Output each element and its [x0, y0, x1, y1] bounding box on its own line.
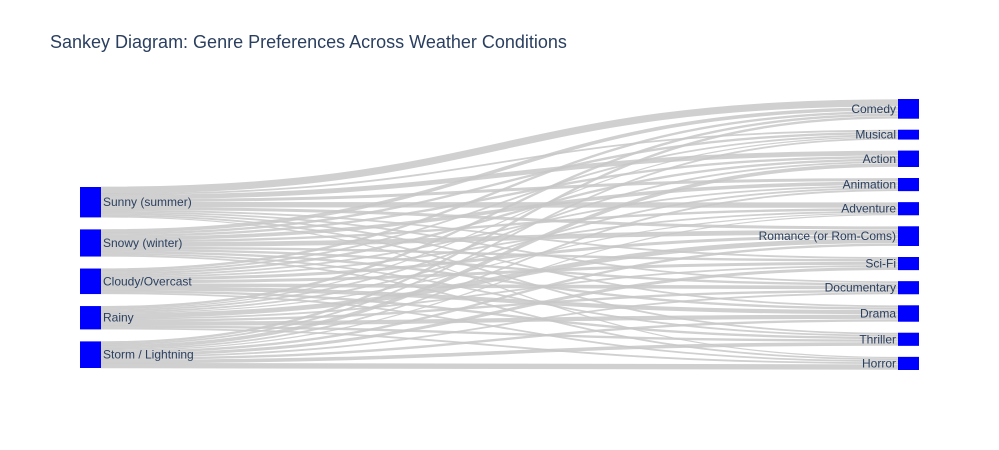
node-drama[interactable] — [898, 305, 919, 322]
node-animation[interactable] — [898, 178, 919, 192]
node-label-thriller: Thriller — [859, 332, 896, 346]
link-storm-lightning-to-action[interactable] — [100, 163, 899, 349]
node-label-horror: Horror — [862, 356, 896, 370]
link-cloudy-overcast-to-adventure[interactable] — [100, 210, 899, 278]
link-rainy-to-drama[interactable] — [100, 314, 899, 326]
node-thriller[interactable] — [898, 332, 919, 346]
link-storm-lightning-to-sci-fi[interactable] — [100, 267, 899, 357]
link-snowy-winter-to-romance-or-rom-coms[interactable] — [100, 229, 899, 247]
node-romance-or-rom-coms[interactable] — [898, 226, 919, 246]
node-action[interactable] — [898, 150, 919, 167]
node-label-snowy-winter: Snowy (winter) — [103, 236, 182, 250]
node-label-adventure: Adventure — [841, 202, 896, 216]
links-layer — [100, 99, 899, 370]
link-storm-lightning-to-drama[interactable] — [100, 319, 899, 360]
node-documentary[interactable] — [898, 281, 919, 295]
link-snowy-winter-to-musical[interactable] — [100, 131, 899, 235]
link-snowy-winter-to-thriller[interactable] — [100, 253, 899, 337]
link-rainy-to-animation[interactable] — [100, 187, 899, 313]
node-label-documentary: Documentary — [825, 281, 896, 295]
node-horror[interactable] — [898, 356, 919, 370]
link-snowy-winter-to-action[interactable] — [100, 155, 899, 238]
link-sunny-summer-to-documentary[interactable] — [100, 211, 899, 284]
node-label-musical: Musical — [855, 128, 896, 142]
link-storm-lightning-to-romance-or-rom-coms[interactable] — [100, 243, 899, 354]
node-comedy[interactable] — [898, 99, 919, 119]
labels-layer: Sunny (summer) Snowy (winter) Cloudy/Overc… — [103, 102, 896, 371]
nodes-layer — [80, 99, 919, 370]
link-sunny-summer-to-romance-or-rom-coms[interactable] — [100, 206, 899, 230]
node-label-sci-fi: Sci-Fi — [865, 257, 896, 271]
node-musical[interactable] — [898, 129, 919, 140]
link-cloudy-overcast-to-thriller[interactable] — [100, 290, 899, 340]
link-storm-lightning-to-musical[interactable] — [100, 137, 899, 346]
link-cloudy-overcast-to-documentary[interactable] — [100, 283, 899, 290]
link-storm-lightning-to-horror[interactable] — [100, 362, 899, 370]
node-label-romance-or-rom-coms: Romance (or Rom-Coms) — [759, 229, 896, 243]
link-storm-lightning-to-thriller[interactable] — [100, 342, 899, 364]
node-label-storm-lightning: Storm / Lightning — [103, 348, 194, 362]
node-label-comedy: Comedy — [851, 102, 896, 116]
link-snowy-winter-to-adventure[interactable] — [100, 208, 899, 243]
node-label-action: Action — [863, 152, 896, 166]
node-sunny-summer[interactable] — [80, 187, 101, 218]
link-cloudy-overcast-to-action[interactable] — [100, 158, 899, 275]
link-sunny-summer-to-sci-fi[interactable] — [100, 209, 899, 259]
link-storm-lightning-to-comedy[interactable] — [100, 116, 899, 344]
link-cloudy-overcast-to-comedy[interactable] — [100, 110, 899, 271]
node-storm-lightning[interactable] — [80, 341, 101, 368]
link-sunny-summer-to-drama[interactable] — [100, 212, 899, 308]
link-rainy-to-romance-or-rom-coms[interactable] — [100, 238, 899, 319]
link-storm-lightning-to-documentary[interactable] — [100, 292, 899, 358]
link-sunny-summer-to-comedy[interactable] — [100, 99, 899, 194]
link-rainy-to-thriller[interactable] — [100, 325, 899, 342]
node-sci-fi[interactable] — [898, 257, 919, 271]
link-sunny-summer-to-musical[interactable] — [100, 129, 899, 196]
link-cloudy-overcast-to-musical[interactable] — [100, 134, 899, 273]
chart-title: Sankey Diagram: Genre Preferences Across… — [50, 32, 567, 52]
node-adventure[interactable] — [898, 202, 919, 216]
link-sunny-summer-to-action[interactable] — [100, 150, 899, 200]
node-label-drama: Drama — [860, 307, 896, 321]
node-snowy-winter[interactable] — [80, 229, 101, 257]
link-storm-lightning-to-animation[interactable] — [100, 189, 899, 351]
link-storm-lightning-to-adventure[interactable] — [100, 214, 899, 352]
link-rainy-to-musical[interactable] — [100, 136, 899, 310]
link-rainy-to-action[interactable] — [100, 161, 899, 312]
link-snowy-winter-to-comedy[interactable] — [100, 107, 899, 233]
link-rainy-to-comedy[interactable] — [100, 113, 899, 309]
node-label-sunny-summer: Sunny (summer) — [103, 195, 192, 209]
node-label-cloudy-overcast: Cloudy/Overcast — [103, 274, 192, 288]
link-rainy-to-adventure[interactable] — [100, 212, 899, 314]
link-rainy-to-documentary[interactable] — [100, 289, 899, 322]
link-rainy-to-sci-fi[interactable] — [100, 264, 899, 320]
node-cloudy-overcast[interactable] — [80, 268, 101, 295]
link-cloudy-overcast-to-sci-fi[interactable] — [100, 261, 899, 284]
node-rainy[interactable] — [80, 306, 101, 330]
node-label-animation: Animation — [843, 178, 896, 192]
link-snowy-winter-to-documentary[interactable] — [100, 248, 899, 286]
link-cloudy-overcast-to-drama[interactable] — [100, 286, 899, 315]
node-label-rainy: Rainy — [103, 311, 134, 325]
